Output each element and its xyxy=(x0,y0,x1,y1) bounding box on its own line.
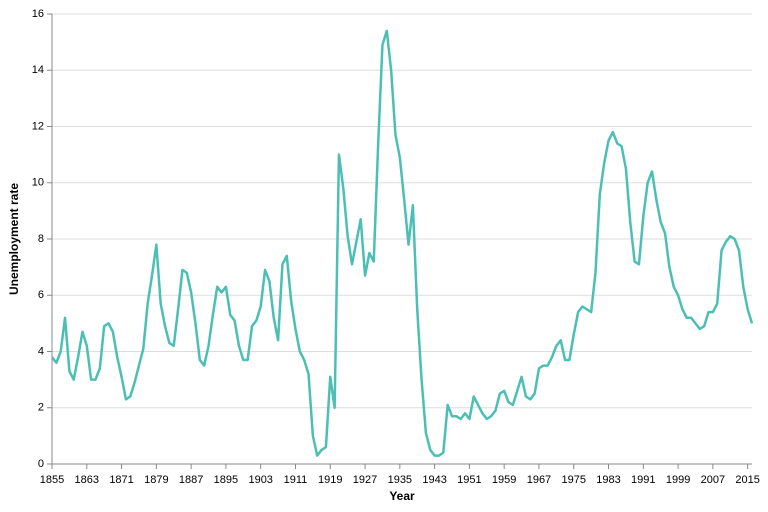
x-tick-label: 1911 xyxy=(284,474,308,486)
x-axis-title: Year xyxy=(389,489,415,503)
x-tick-label: 2007 xyxy=(701,474,725,486)
x-tick-label: 1991 xyxy=(631,474,655,486)
y-tick-label: 14 xyxy=(32,64,44,76)
y-tick-label: 0 xyxy=(38,458,44,470)
x-tick-label: 1871 xyxy=(109,474,133,486)
x-tick-label: 1959 xyxy=(492,474,516,486)
y-tick-label: 16 xyxy=(32,8,44,20)
x-tick-label: 1895 xyxy=(214,474,238,486)
x-tick-label: 1927 xyxy=(353,474,377,486)
y-tick-label: 2 xyxy=(38,402,44,414)
x-tick-label: 1943 xyxy=(422,474,446,486)
y-tick-label: 8 xyxy=(38,233,44,245)
x-tick-label: 1975 xyxy=(561,474,585,486)
y-tick-label: 10 xyxy=(32,177,44,189)
x-tick-label: 1887 xyxy=(179,474,203,486)
x-tick-label: 1863 xyxy=(75,474,99,486)
y-tick-label: 12 xyxy=(32,120,44,132)
line xyxy=(51,29,754,457)
x-tick-label: 1999 xyxy=(666,474,690,486)
y-axis-title: Unemployment rate xyxy=(7,183,21,295)
x-tick-label: 1935 xyxy=(388,474,412,486)
x-tick-label: 1967 xyxy=(527,474,551,486)
x-tick-label: 1879 xyxy=(144,474,168,486)
x-tick-label: 2015 xyxy=(735,474,759,486)
y-tick-label: 4 xyxy=(38,345,44,357)
x-tick-label: 1983 xyxy=(596,474,620,486)
x-tick-label: 1951 xyxy=(457,474,481,486)
x-tick-label: 1919 xyxy=(318,474,342,486)
x-tick-label: 1903 xyxy=(248,474,272,486)
x-tick-label: 1855 xyxy=(40,474,64,486)
y-tick-label: 6 xyxy=(38,289,44,301)
